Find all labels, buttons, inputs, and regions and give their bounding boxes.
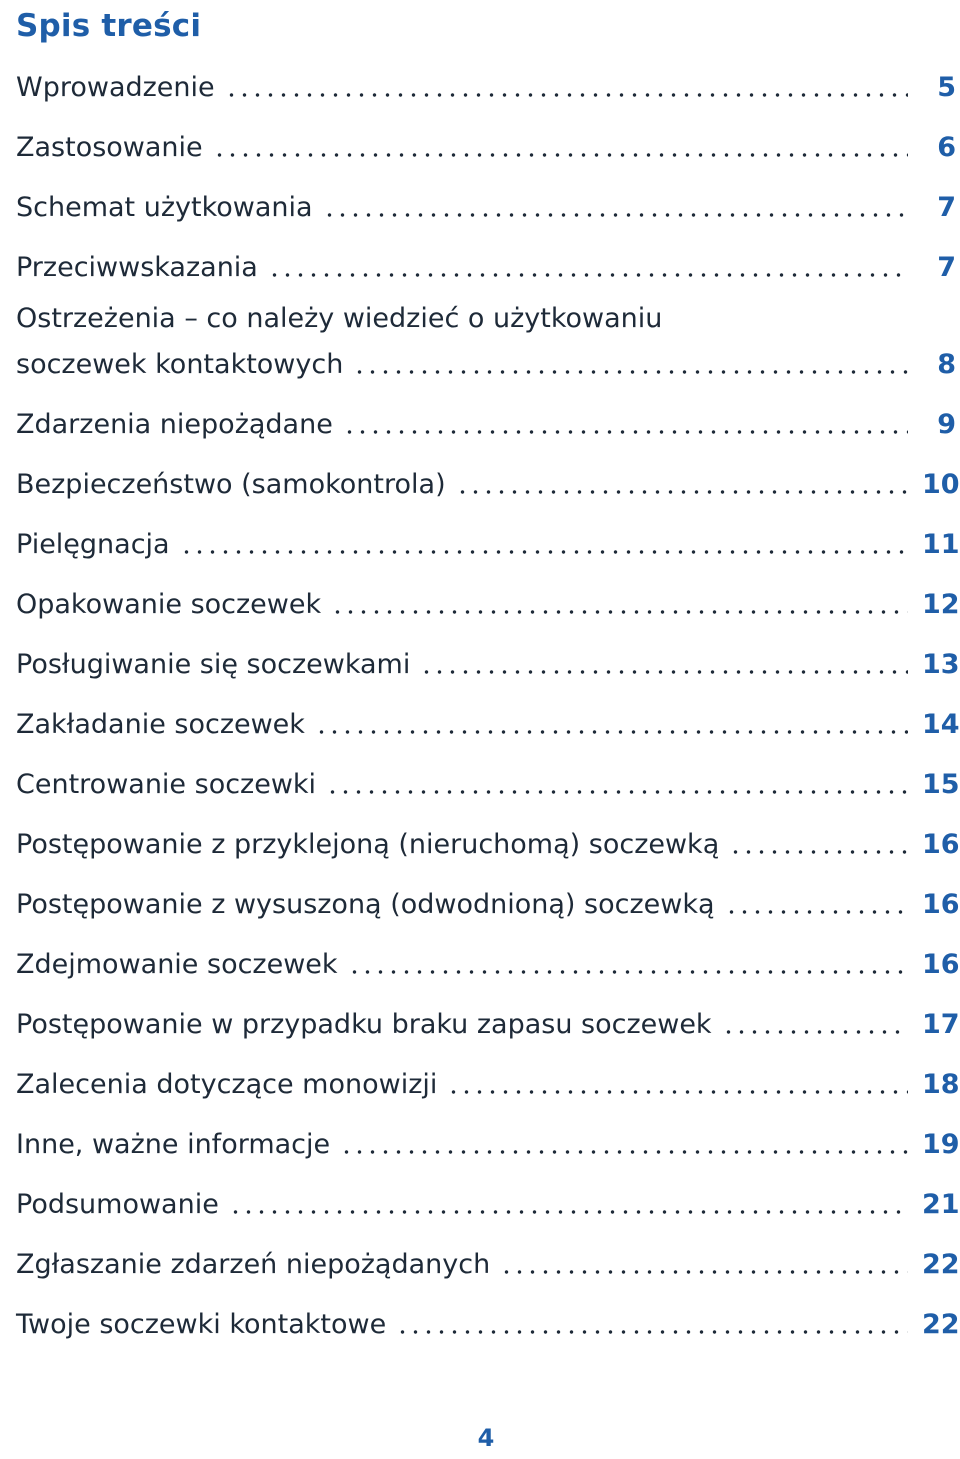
toc-entry[interactable]: Zdarzenia niepożądane 9 [16,401,956,445]
dot-leader [267,271,908,279]
toc-entry-label: Pielęgnacja [16,529,170,560]
toc-entry[interactable]: Centrowanie soczewki 15 [16,761,960,805]
toc-entry-page: 22 [922,1309,960,1340]
toc-entry-page: 9 [937,409,956,440]
toc-entry-page: 12 [922,589,960,620]
toc-entry-label-line1: Ostrzeżenia – co należy wiedzieć o użytk… [16,303,663,334]
toc-entry-page: 16 [922,949,960,980]
toc-entry-page: 7 [937,192,956,223]
toc-entry-page: 17 [922,1009,960,1040]
toc-entry-label: Inne, ważne informacje [16,1129,331,1160]
toc-entry-label: Opakowanie soczewek [16,589,322,620]
toc-entry-page: 13 [922,649,960,680]
dot-leader [420,668,908,676]
dot-leader [347,968,908,976]
toc-entry-label: Wprowadzenie [16,72,215,103]
toc-entry[interactable]: Wprowadzenie 5 [16,64,956,108]
toc-entry[interactable]: Inne, ważne informacje 19 [16,1121,960,1165]
toc-entry[interactable]: Postępowanie z przyklejoną (nieruchomą) … [16,821,960,865]
page-number: 4 [477,1424,495,1452]
dot-leader [322,211,908,219]
dot-leader [353,368,908,376]
dot-leader [228,1208,908,1216]
toc-entry-page: 11 [922,529,960,560]
toc-entry[interactable]: Twoje soczewki kontaktowe 22 [16,1301,960,1345]
toc-entry[interactable]: Postępowanie w przypadku braku zapasu so… [16,1001,960,1045]
toc-entry-page: 10 [922,469,960,500]
toc-entry[interactable]: Zakładanie soczewek 14 [16,701,960,745]
dot-leader [340,1148,908,1156]
toc-entry[interactable]: Podsumowanie 21 [16,1181,960,1225]
toc-entry[interactable]: Przeciwwskazania 7 [16,244,956,288]
toc-entry-page: 18 [922,1069,960,1100]
toc-entry-page: 8 [937,349,956,380]
toc-entry[interactable]: Pielęgnacja 11 [16,521,960,565]
toc-entry[interactable]: Postępowanie z wysuszoną (odwodnioną) so… [16,881,960,925]
toc-entry-label: Postępowanie w przypadku braku zapasu so… [16,1009,712,1040]
dot-leader [179,548,908,556]
toc-entry-label: Zakładanie soczewek [16,709,305,740]
toc-entry[interactable]: Posługiwanie się soczewkami 13 [16,641,960,685]
toc-entry[interactable]: Opakowanie soczewek 12 [16,581,960,625]
toc-entry-page: 22 [922,1249,960,1280]
toc-entry-page: 19 [922,1129,960,1160]
toc-entry-label: Podsumowanie [16,1189,219,1220]
toc-entry-label: Postępowanie z przyklejoną (nieruchomą) … [16,829,720,860]
dot-leader [721,1028,908,1036]
toc-entry-label: Przeciwwskazania [16,252,258,283]
toc-entry-label: Zdarzenia niepożądane [16,409,333,440]
toc-entry-label: Zgłaszanie zdarzeń niepożądanych [16,1249,491,1280]
toc-entry-label: soczewek kontaktowych [16,349,344,380]
toc-entry-label: Twoje soczewki kontaktowe [16,1309,387,1340]
toc-entry-label: Centrowanie soczewki [16,769,317,800]
toc-entry-page: 21 [922,1189,960,1220]
dot-leader [224,91,908,99]
dot-leader [342,428,908,436]
toc-entry[interactable]: Zgłaszanie zdarzeń niepożądanych 22 [16,1241,960,1285]
toc-entry[interactable]: Bezpieczeństwo (samokontrola) 10 [16,461,960,505]
dot-leader [447,1088,908,1096]
toc-entry-label: Zalecenia dotyczące monowizji [16,1069,438,1100]
toc-entry-label: Schemat użytkowania [16,192,313,223]
dot-leader [455,488,908,496]
toc-entry-label: Postępowanie z wysuszoną (odwodnioną) so… [16,889,715,920]
toc-entry-page: 16 [922,889,960,920]
toc-entry[interactable]: Zdejmowanie soczewek 16 [16,941,960,985]
dot-leader [212,151,908,159]
toc-entry-page: 15 [922,769,960,800]
toc-entry[interactable]: Zalecenia dotyczące monowizji 18 [16,1061,960,1105]
toc-entry-page: 14 [922,709,960,740]
toc-entry[interactable]: Schemat użytkowania 7 [16,184,956,228]
toc-entry[interactable]: Ostrzeżenia – co należy wiedzieć o użytk… [16,301,956,385]
dot-leader [396,1328,908,1336]
toc-entry-page: 16 [922,829,960,860]
toc-entry-label: Posługiwanie się soczewkami [16,649,411,680]
dot-leader [729,848,908,856]
dot-leader [314,728,908,736]
toc-entry-page: 6 [937,132,956,163]
toc-entry[interactable]: Zastosowanie 6 [16,124,956,168]
dot-leader [500,1268,908,1276]
toc-entry-page: 5 [937,72,956,103]
toc-entry-label: Bezpieczeństwo (samokontrola) [16,469,446,500]
page-title: Spis treści [16,8,202,44]
dot-leader [326,788,908,796]
toc-entry-label: Zdejmowanie soczewek [16,949,338,980]
toc-entry-label: Zastosowanie [16,132,203,163]
toc-entry-page: 7 [937,252,956,283]
dot-leader [331,608,908,616]
dot-leader [724,908,908,916]
